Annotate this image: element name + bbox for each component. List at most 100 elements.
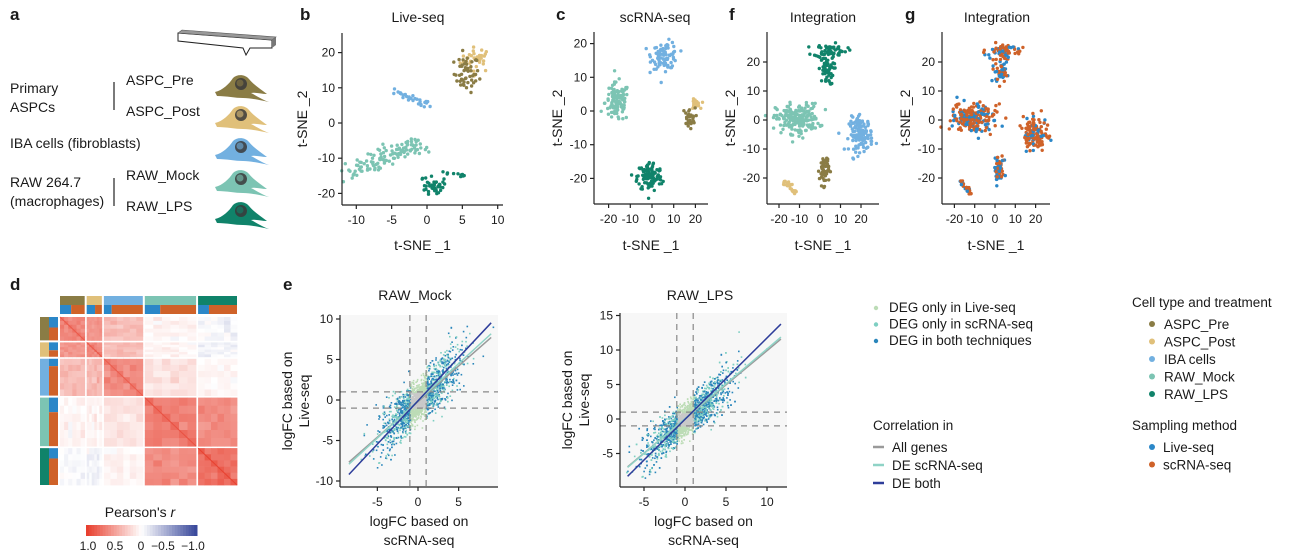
heatmap-cell [217, 389, 225, 396]
data-point [1040, 148, 1044, 152]
data-point [827, 164, 831, 169]
heatmap-cell [129, 430, 137, 439]
data-point [414, 425, 416, 428]
data-point [459, 357, 461, 360]
heatmap-cell [187, 344, 197, 348]
data-point [385, 439, 387, 442]
heatmap-cell [187, 336, 197, 341]
heatmap-cell [64, 328, 69, 333]
heatmap-cell [144, 328, 154, 333]
heatmap-cell [110, 460, 118, 467]
heatmap-cell [211, 421, 218, 431]
data-point [416, 418, 418, 420]
data-point [1037, 141, 1042, 146]
x-axis-label: t-SNE _1 [795, 237, 852, 253]
data-point [461, 54, 466, 58]
heatmap-cell [144, 413, 154, 423]
data-point [648, 70, 652, 75]
heatmap-cell [187, 349, 197, 353]
data-point [955, 119, 959, 123]
data-point [969, 113, 974, 117]
data-point [395, 415, 397, 418]
heatmap-cell [89, 413, 93, 423]
heatmap-cell [91, 342, 95, 346]
data-point [458, 61, 462, 65]
heatmap-cell [76, 383, 81, 390]
heatmap-cell [94, 454, 98, 461]
heatmap-cell [211, 352, 218, 355]
data-point [830, 81, 834, 86]
data-point [456, 368, 459, 371]
x-tick-label: 10 [667, 212, 681, 226]
data-point [994, 103, 998, 108]
heatmap-cell [211, 413, 218, 423]
heatmap-cell [96, 478, 100, 486]
heatmap-cell [224, 397, 231, 407]
heatmap-cell [187, 317, 197, 322]
data-point [684, 111, 688, 115]
heatmap-cell [153, 371, 163, 378]
data-point [615, 111, 619, 116]
cell-icon [215, 106, 269, 133]
heatmap-cell [99, 344, 103, 348]
data-point [866, 123, 870, 128]
data-point [446, 380, 448, 383]
data-point [1021, 114, 1025, 119]
data-point [849, 133, 853, 137]
data-point [438, 402, 441, 405]
data-point [818, 55, 822, 59]
heatmap-cell [99, 478, 103, 486]
heatmap-cell [211, 478, 218, 486]
heatmap-cell [91, 320, 95, 326]
data-point [995, 158, 999, 163]
data-point [436, 393, 439, 395]
heatmap-cell [224, 320, 231, 326]
heatmap-cell [64, 342, 69, 346]
heatmap-cell [144, 472, 154, 480]
heatmap-cell [144, 405, 154, 415]
data-point [807, 45, 811, 49]
data-point [434, 412, 437, 414]
data-point [441, 385, 444, 387]
data-point [999, 175, 1004, 179]
heatmap-cell [110, 352, 118, 355]
data-point [442, 177, 446, 181]
data-point [399, 429, 401, 432]
data-point [998, 57, 1003, 62]
heatmap-cell [94, 405, 98, 415]
heatmap-cell [94, 397, 98, 407]
heatmap-cell [129, 324, 137, 330]
data-point [410, 393, 413, 395]
data-point [435, 393, 437, 395]
heatmap-cell [91, 478, 95, 486]
data-point [418, 413, 420, 416]
heatmap-cell [76, 336, 81, 341]
heatmap-cell [123, 347, 131, 350]
heatmap-cell [68, 349, 73, 353]
data-point [412, 408, 415, 410]
heatmap-cell [94, 328, 98, 333]
data-point [805, 110, 809, 114]
data-point [851, 129, 855, 134]
data-point [472, 72, 476, 77]
data-point [481, 59, 486, 63]
heatmap-cell [64, 364, 69, 372]
heatmap-cell [72, 317, 77, 322]
heatmap-cell [60, 454, 65, 461]
heatmap-cell [60, 342, 65, 346]
data-point [433, 379, 436, 382]
heatmap-cell [91, 413, 95, 423]
data-point [409, 143, 413, 147]
heatmap-cell [80, 421, 86, 431]
panel-label-c: c [556, 5, 565, 24]
data-point [446, 382, 448, 384]
heatmap-cell [123, 466, 131, 474]
data-point [423, 382, 425, 384]
heatmap-cell [153, 466, 163, 474]
data-point [426, 365, 429, 368]
chart-title: Integration [790, 9, 856, 25]
data-point [866, 136, 870, 141]
data-point [775, 113, 779, 118]
data-point [992, 118, 996, 123]
